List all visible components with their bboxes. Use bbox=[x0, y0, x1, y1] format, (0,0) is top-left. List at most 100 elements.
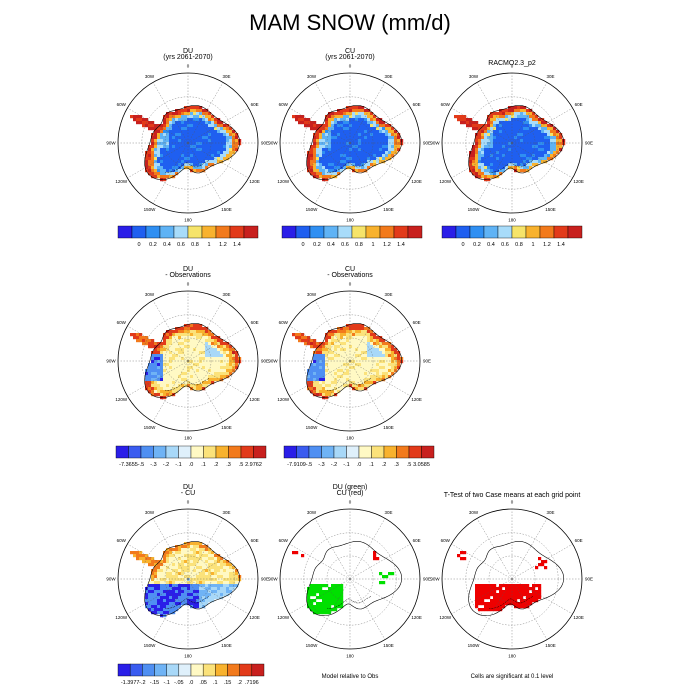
grid-cell bbox=[328, 348, 332, 352]
grid-cell bbox=[169, 145, 173, 149]
colorbar-tick-label: .1 bbox=[201, 462, 206, 468]
grid-cell bbox=[337, 172, 341, 176]
grid-cell bbox=[340, 590, 344, 594]
grid-cell bbox=[160, 608, 164, 612]
grid-cell bbox=[169, 557, 173, 561]
grid-cell bbox=[193, 169, 197, 173]
grid-cell bbox=[535, 599, 539, 603]
colorbar-tick-label: .2 bbox=[214, 462, 219, 468]
grid-cell bbox=[331, 590, 335, 594]
grid-cell bbox=[319, 369, 323, 373]
grid-cell bbox=[322, 145, 326, 149]
grid-cell bbox=[514, 584, 518, 588]
grid-cell bbox=[172, 390, 176, 394]
grid-cell bbox=[313, 175, 317, 179]
grid-cell bbox=[316, 611, 320, 615]
grid-cell bbox=[196, 139, 200, 143]
grid-cell bbox=[166, 351, 170, 355]
grid-cell bbox=[184, 330, 188, 334]
grid-cell bbox=[187, 360, 191, 364]
grid-cell bbox=[322, 342, 326, 346]
grid-cell bbox=[208, 157, 212, 161]
grid-cell bbox=[184, 575, 188, 579]
grid-cell bbox=[208, 148, 212, 152]
grid-cell bbox=[481, 151, 485, 155]
grid-cell bbox=[202, 115, 206, 119]
grid-cell bbox=[172, 357, 176, 361]
grid-cell bbox=[199, 139, 203, 143]
grid-cell bbox=[307, 169, 311, 173]
grid-cell bbox=[205, 115, 209, 119]
colorbar-box bbox=[296, 445, 310, 459]
grid-cell bbox=[193, 124, 197, 128]
grid-cell bbox=[388, 372, 392, 376]
grid-cell bbox=[211, 551, 215, 555]
grid-cell bbox=[205, 148, 209, 152]
grid-cell bbox=[379, 336, 383, 340]
grid-cell bbox=[520, 584, 524, 588]
grid-cell bbox=[517, 587, 521, 591]
grid-cell bbox=[511, 145, 515, 149]
grid-cell bbox=[376, 360, 380, 364]
grid-cell bbox=[175, 545, 179, 549]
grid-cell bbox=[232, 581, 236, 585]
colorbar-box bbox=[253, 445, 267, 459]
grid-cell bbox=[514, 145, 518, 149]
grid-cell bbox=[532, 112, 536, 116]
grid-cell bbox=[169, 384, 173, 388]
grid-cell bbox=[346, 142, 350, 146]
grid-cell bbox=[340, 357, 344, 361]
grid-cell bbox=[157, 151, 161, 155]
grid-cell bbox=[229, 127, 233, 131]
grid-cell bbox=[394, 351, 398, 355]
grid-cell bbox=[493, 608, 497, 612]
grid-cell bbox=[322, 393, 326, 397]
grid-cell bbox=[154, 590, 158, 594]
longitude-label: 30W bbox=[307, 510, 317, 515]
grid-cell bbox=[397, 148, 401, 152]
colorbar-box bbox=[455, 225, 471, 239]
grid-cell bbox=[385, 348, 389, 352]
grid-cell bbox=[217, 127, 221, 131]
grid-cell bbox=[169, 599, 173, 603]
grid-cell bbox=[184, 372, 188, 376]
grid-cell bbox=[334, 342, 338, 346]
grid-cell bbox=[328, 127, 332, 131]
grid-cell bbox=[328, 381, 332, 385]
grid-cell bbox=[193, 542, 197, 546]
grid-cell bbox=[325, 121, 329, 125]
grid-cell bbox=[373, 160, 377, 164]
grid-cell bbox=[157, 163, 161, 167]
grid-cell bbox=[508, 136, 512, 140]
grid-cell bbox=[391, 130, 395, 134]
grid-cell bbox=[352, 124, 356, 128]
grid-cell bbox=[526, 127, 530, 131]
grid-cell bbox=[343, 348, 347, 352]
grid-cell bbox=[544, 160, 548, 164]
grid-cell bbox=[160, 584, 164, 588]
grid-cell bbox=[337, 127, 341, 131]
grid-cell bbox=[214, 133, 218, 137]
panel-subtitle: (yrs 2061-2070) bbox=[325, 54, 375, 61]
grid-cell bbox=[334, 124, 338, 128]
grid-cell bbox=[379, 357, 383, 361]
grid-cell bbox=[181, 590, 185, 594]
grid-cell bbox=[487, 157, 491, 161]
grid-cell bbox=[325, 378, 329, 382]
grid-cell bbox=[379, 121, 383, 125]
grid-cell bbox=[346, 333, 350, 337]
grid-cell bbox=[517, 593, 521, 597]
grid-cell bbox=[208, 363, 212, 367]
grid-cell bbox=[463, 118, 467, 122]
grid-cell bbox=[322, 133, 326, 137]
grid-cell bbox=[229, 572, 233, 576]
grid-cell bbox=[196, 121, 200, 125]
grid-cell bbox=[478, 124, 482, 128]
grid-cell bbox=[499, 166, 503, 170]
grid-cell bbox=[157, 154, 161, 158]
grid-cell bbox=[130, 333, 134, 337]
grid-cell bbox=[208, 599, 212, 603]
grid-cell bbox=[181, 375, 185, 379]
grid-cell bbox=[175, 169, 179, 173]
grid-cell bbox=[205, 124, 209, 128]
